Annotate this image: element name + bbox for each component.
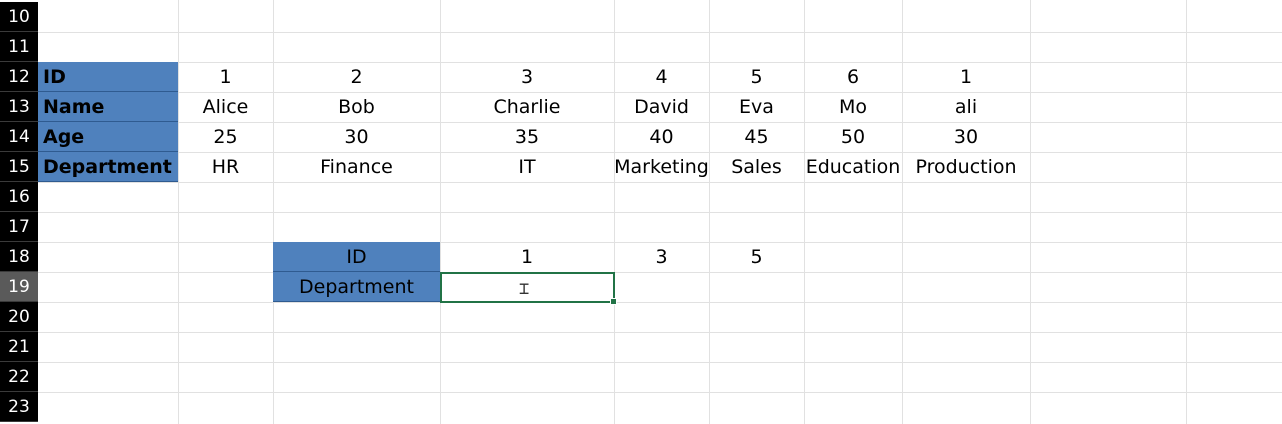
name-cell[interactable]: Bob [338, 96, 375, 118]
row-header[interactable]: 12 [0, 62, 38, 92]
id-cell[interactable]: 5 [750, 66, 763, 88]
department-cell[interactable]: HR [211, 156, 240, 178]
name-cell[interactable]: Mo [838, 96, 868, 118]
fill-handle[interactable] [610, 298, 617, 305]
row-gridline [38, 122, 1282, 123]
age-cell[interactable]: 45 [744, 126, 769, 148]
name-cell[interactable]: Alice [202, 96, 249, 118]
row-gridline [38, 242, 1282, 243]
row-gridline [38, 92, 1282, 93]
department-cell[interactable]: Sales [731, 156, 782, 178]
name-cell[interactable]: Charlie [493, 96, 561, 118]
id-cell[interactable]: 2 [350, 66, 363, 88]
row-gridline [38, 182, 1282, 183]
row-gridline [38, 272, 1282, 273]
row-header[interactable]: 13 [0, 92, 38, 122]
department-cell[interactable]: Finance [320, 156, 393, 178]
row-gridline [38, 152, 1282, 153]
row-header[interactable]: 21 [0, 332, 38, 362]
row-header[interactable]: 18 [0, 242, 38, 272]
row-header[interactable]: 11 [0, 32, 38, 62]
age-cell[interactable]: 50 [840, 126, 866, 148]
id-cell[interactable]: 6 [846, 66, 860, 88]
lookup-id-cell[interactable]: 5 [750, 246, 763, 268]
department-cell[interactable]: Production [915, 156, 1017, 178]
row-gridline [38, 302, 1282, 303]
row-header[interactable]: 15 [0, 152, 38, 182]
age-cell[interactable]: 30 [953, 126, 979, 148]
row-header[interactable]: 16 [0, 182, 38, 212]
row-header-active[interactable]: 19 [0, 272, 38, 302]
id-cell[interactable]: 4 [655, 66, 668, 88]
row-header[interactable]: 23 [0, 392, 38, 422]
row-header[interactable]: 22 [0, 362, 38, 392]
id-cell[interactable]: 1 [219, 66, 232, 88]
header-cell-name[interactable]: Name [38, 92, 178, 122]
name-cell[interactable]: Eva [739, 96, 774, 118]
lookup-id-cell[interactable]: 1 [520, 246, 534, 268]
row-header[interactable]: 14 [0, 122, 38, 152]
age-cell[interactable]: 35 [514, 126, 540, 148]
age-cell[interactable]: 30 [344, 126, 369, 148]
age-cell[interactable]: 25 [213, 126, 238, 148]
department-cell[interactable]: Marketing [614, 156, 709, 178]
lookup-id-label[interactable]: ID [273, 242, 440, 272]
lookup-department-label[interactable]: Department [273, 272, 440, 302]
name-cell[interactable]: David [634, 96, 689, 118]
header-cell-id[interactable]: ID [38, 62, 178, 92]
row-gridline [38, 212, 1282, 213]
department-cell[interactable]: Education [805, 156, 901, 178]
header-cell-department[interactable]: Department [38, 152, 178, 182]
row-header[interactable]: 17 [0, 212, 38, 242]
header-cell-age[interactable]: Age [38, 122, 178, 152]
age-cell[interactable]: 40 [649, 126, 674, 148]
row-header[interactable]: 20 [0, 302, 38, 332]
selected-cell[interactable] [440, 272, 617, 305]
name-cell[interactable]: ali [954, 96, 978, 118]
row-header[interactable]: 10 [0, 2, 38, 32]
lookup-id-cell[interactable]: 3 [655, 246, 668, 268]
id-cell[interactable]: 1 [959, 66, 973, 88]
row-gridline [38, 32, 1282, 33]
department-cell[interactable]: IT [518, 156, 536, 178]
id-cell[interactable]: 3 [520, 66, 534, 88]
row-gridline [38, 362, 1282, 363]
text-cursor-icon: ⌶ [519, 279, 530, 299]
row-gridline [38, 392, 1282, 393]
row-gridline [38, 332, 1282, 333]
row-gridline [38, 62, 1282, 63]
